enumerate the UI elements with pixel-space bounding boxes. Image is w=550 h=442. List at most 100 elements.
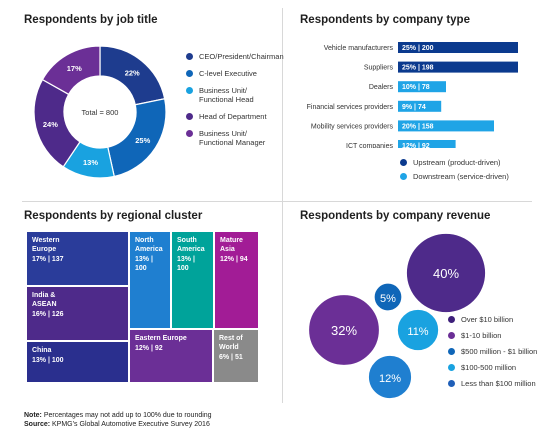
bar-category-label: Vehicle manufacturers xyxy=(324,45,394,52)
donut-slice-label: 13% xyxy=(83,158,98,167)
bubble-100-500-million xyxy=(396,308,440,352)
legend-item-business-unit-functional-manager: Business Unit/ Functional Manager xyxy=(186,129,286,147)
bar-category-label: Financial services providers xyxy=(307,104,394,111)
bar-category-label: Dealers xyxy=(369,84,394,91)
job-title-donut-chart: 22% 25% 13% 24% 17% Total = 800 xyxy=(33,45,167,179)
bar-value-label: 9% | 74 xyxy=(402,104,426,111)
bar-category-label: Mobility services providers xyxy=(311,123,394,130)
horizontal-divider xyxy=(22,201,532,202)
treemap-cell-china: China 13% | 100 xyxy=(26,341,129,383)
treemap-cell-western-europe: Western Europe 17% | 137 xyxy=(26,231,129,286)
bar-category-label: Suppliers xyxy=(364,65,394,72)
legend-label: $100-500 million xyxy=(461,363,517,372)
legend-item-c-level-executive: C-level Executive xyxy=(186,69,286,78)
regional-treemap: Western Europe 17% | 137 India & ASEAN 16% … xyxy=(26,231,259,383)
legend-item-100-500-million: $100-500 million xyxy=(448,363,548,372)
treemap-cell-value: 17% | 137 xyxy=(32,256,64,263)
legend-swatch xyxy=(448,316,455,323)
treemap-cell-value: 13% | 100 xyxy=(177,256,195,272)
legend-label: CEO/President/Chairman xyxy=(199,52,284,61)
legend-swatch xyxy=(448,348,455,355)
footer-source: Source: KPMG’s Global Automotive Executi… xyxy=(24,420,212,429)
treemap-cell-value: 13% | 100 xyxy=(135,256,153,272)
treemap-cell-value: 13% | 100 xyxy=(32,357,64,364)
legend-swatch xyxy=(186,87,193,94)
treemap-cell-name: Western Europe xyxy=(32,237,60,253)
legend-swatch xyxy=(448,332,455,339)
treemap-cell-name: China xyxy=(32,347,52,354)
legend-label: C-level Executive xyxy=(199,69,257,78)
bubble-label: 40% xyxy=(433,266,459,281)
bubble-label: 5% xyxy=(380,293,396,305)
legend-label: Over $10 billion xyxy=(461,315,514,324)
note-label: Note: xyxy=(24,412,42,419)
note-text: Percentages may not add up to 100% due t… xyxy=(41,412,212,419)
treemap-cell-south-america: South America 13% | 100 xyxy=(171,231,214,329)
legend-item-head-of-department: Head of Department xyxy=(186,112,286,121)
company-type-legend: Upstream (product-driven) Downstream (ser… xyxy=(400,158,540,186)
legend-label: Upstream (product-driven) xyxy=(413,158,501,167)
bubble-500-million-1-billion xyxy=(373,282,403,312)
legend-swatch xyxy=(400,159,407,166)
bar-suppliers xyxy=(398,61,518,73)
treemap-cell-name: India & ASEAN xyxy=(32,292,57,308)
donut-slice-label: 24% xyxy=(43,120,58,129)
legend-item-500-million-1-billion: $500 million - $1 billion xyxy=(448,347,548,356)
legend-item-downstream: Downstream (service-driven) xyxy=(400,172,540,181)
treemap-cell-value: 6% | 51 xyxy=(219,354,243,361)
bar-value-label: 20% | 158 xyxy=(402,123,434,130)
treemap-cell-rest-of-world: Rest of World 6% | 51 xyxy=(213,329,259,383)
bubble-label: 12% xyxy=(379,373,401,385)
bar-mobility-services-providers xyxy=(398,120,494,132)
treemap-cell-value: 16% | 126 xyxy=(32,311,64,318)
legend-swatch xyxy=(186,130,193,137)
company-type-bar-chart: Vehicle manufacturers 25% | 200 Suppliers 2… xyxy=(307,42,518,148)
legend-label: Business Unit/ Functional Head xyxy=(199,86,254,104)
company-type-chart-title: Respondents by company type xyxy=(300,14,470,26)
bar-dealers xyxy=(398,81,446,93)
treemap-cell-india-asean: India & ASEAN 16% | 126 xyxy=(26,286,129,341)
vertical-divider xyxy=(282,8,283,403)
legend-item-business-unit-functional-head: Business Unit/ Functional Head xyxy=(186,86,286,104)
footer-notes: Note: Percentages may not add up to 100%… xyxy=(24,411,212,429)
bubble-over-10-billion xyxy=(405,232,487,314)
treemap-cell-north-america: North America 13% | 100 xyxy=(129,231,171,329)
revenue-bubble-chart: 40% 32% 5% 11% 12% xyxy=(307,232,487,400)
donut-slice-business-unit-functional-manager xyxy=(41,45,101,96)
bubble-label: 11% xyxy=(407,326,428,338)
legend-item-1-10-billion: $1-10 billion xyxy=(448,331,548,340)
donut-center-label: Total = 800 xyxy=(82,108,119,117)
source-text: KPMG’s Global Automotive Executive Surve… xyxy=(50,421,210,428)
treemap-cell-mature-asia: Mature Asia 12% | 94 xyxy=(214,231,259,329)
treemap-cell-eastern-europe: Eastern Europe 12% | 92 xyxy=(129,329,213,383)
bar-value-label: 25% | 200 xyxy=(402,45,434,52)
legend-label: Business Unit/ Functional Manager xyxy=(199,129,266,147)
legend-item-over-10-billion: Over $10 billion xyxy=(448,315,548,324)
legend-label: Downstream (service-driven) xyxy=(413,172,509,181)
bar-category-label: ICT companies xyxy=(346,143,393,148)
revenue-legend: Over $10 billion $1-10 billion $500 millio… xyxy=(448,315,548,395)
bubble-less-than-100-million xyxy=(367,354,413,400)
legend-swatch xyxy=(186,53,193,60)
regional-chart-title: Respondents by regional cluster xyxy=(24,210,203,222)
job-title-chart-title: Respondents by job title xyxy=(24,14,158,26)
legend-item-ceo-president-chairman: CEO/President/Chairman xyxy=(186,52,286,61)
bar-value-label: 12% | 92 xyxy=(402,143,430,148)
donut-slice-label: 22% xyxy=(125,68,140,77)
treemap-cell-name: North America xyxy=(135,237,163,253)
treemap-cell-value: 12% | 94 xyxy=(220,256,248,263)
treemap-cell-value: 12% | 92 xyxy=(135,345,163,352)
legend-swatch xyxy=(186,70,193,77)
bubble-1-10-billion xyxy=(307,293,381,367)
bar-ict-companies xyxy=(398,140,456,148)
bubble-label: 32% xyxy=(331,323,357,338)
bar-vehicle-manufacturers xyxy=(398,42,518,53)
treemap-cell-name: Eastern Europe xyxy=(135,335,187,342)
bar-value-label: 10% | 78 xyxy=(402,84,430,91)
donut-slice-label: 25% xyxy=(135,136,150,145)
footer-note: Note: Percentages may not add up to 100%… xyxy=(24,411,212,420)
legend-swatch xyxy=(186,113,193,120)
legend-swatch xyxy=(448,364,455,371)
legend-swatch xyxy=(400,173,407,180)
source-label: Source: xyxy=(24,421,51,428)
